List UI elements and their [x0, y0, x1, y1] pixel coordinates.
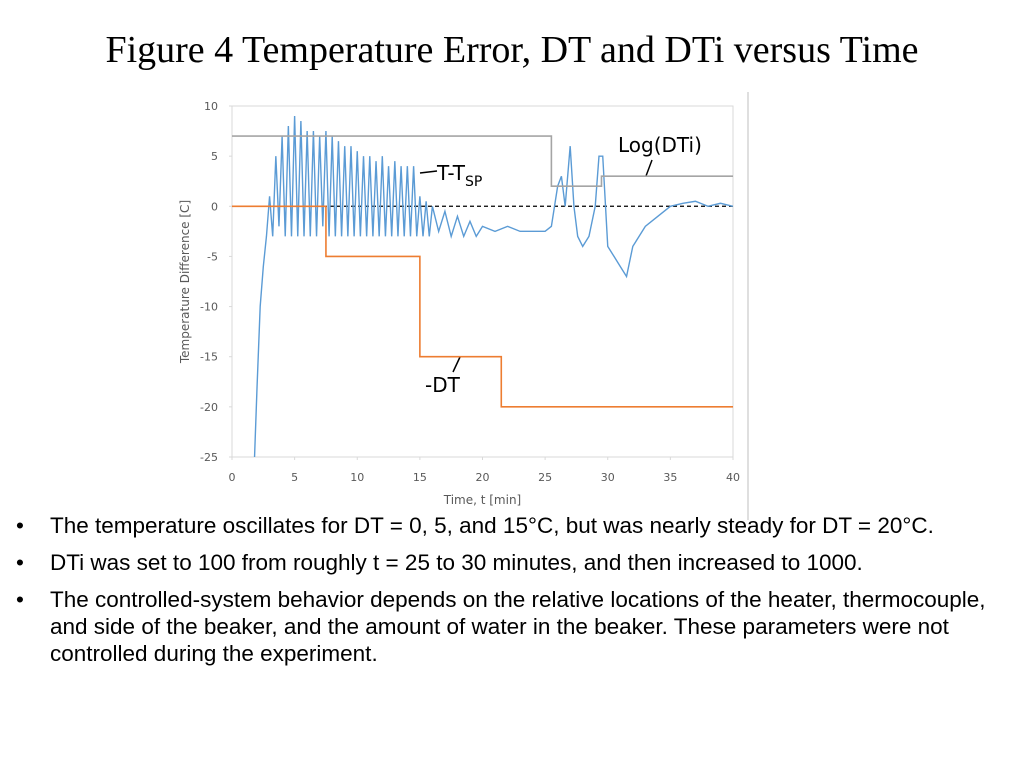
- x-tick-label: 20: [476, 471, 490, 484]
- annotation-subscript: SP: [465, 174, 482, 190]
- series-line: [232, 205, 733, 408]
- y-tick-label: -20: [200, 401, 218, 414]
- annotation-arrow: [419, 170, 438, 174]
- bullet: The controlled-system behavior depends o…: [14, 586, 1014, 667]
- x-tick-label: 25: [538, 471, 552, 484]
- bullet-list: The temperature oscillates for DT = 0, 5…: [14, 512, 1014, 677]
- x-tick-label: 10: [350, 471, 364, 484]
- slide-title: Figure 4 Temperature Error, DT and DTi v…: [105, 29, 919, 71]
- annotation-arrow: [452, 356, 461, 373]
- annotation: T-TSP: [436, 161, 482, 190]
- y-tick-label: -10: [200, 301, 218, 314]
- y-tick-label: 10: [204, 100, 218, 113]
- x-tick-label: 35: [663, 471, 677, 484]
- y-tick-label: -25: [200, 451, 218, 464]
- y-axis-label: Temperature Difference [C]: [178, 200, 192, 364]
- x-tick-label: 5: [291, 471, 298, 484]
- y-tick-label: -5: [207, 250, 218, 263]
- x-tick-label: 15: [413, 471, 427, 484]
- annotation-text: T-T: [436, 161, 466, 185]
- plot-frame: [231, 105, 734, 458]
- series-line: [232, 135, 733, 188]
- y-tick-label: -15: [200, 351, 218, 364]
- x-tick-label: 40: [726, 471, 740, 484]
- chart: T-TSP Log(DTi) -DT -25 -20 -15 -10 -5 0 5 10 0 5 1…: [178, 92, 749, 520]
- x-axis-label: Time, t [min]: [443, 493, 522, 507]
- x-tick-label: 0: [229, 471, 236, 484]
- x-tick-label: 30: [601, 471, 615, 484]
- bullet: DTi was set to 100 from roughly t = 25 t…: [14, 549, 1014, 576]
- y-tick-label: 5: [211, 150, 218, 163]
- series-line: [253, 116, 733, 457]
- annotation-arrow: [645, 159, 653, 177]
- annotation: -DT: [425, 373, 461, 397]
- y-tick-label: 0: [211, 200, 218, 213]
- annotation: Log(DTi): [618, 133, 702, 157]
- bullet: The temperature oscillates for DT = 0, 5…: [14, 512, 1014, 539]
